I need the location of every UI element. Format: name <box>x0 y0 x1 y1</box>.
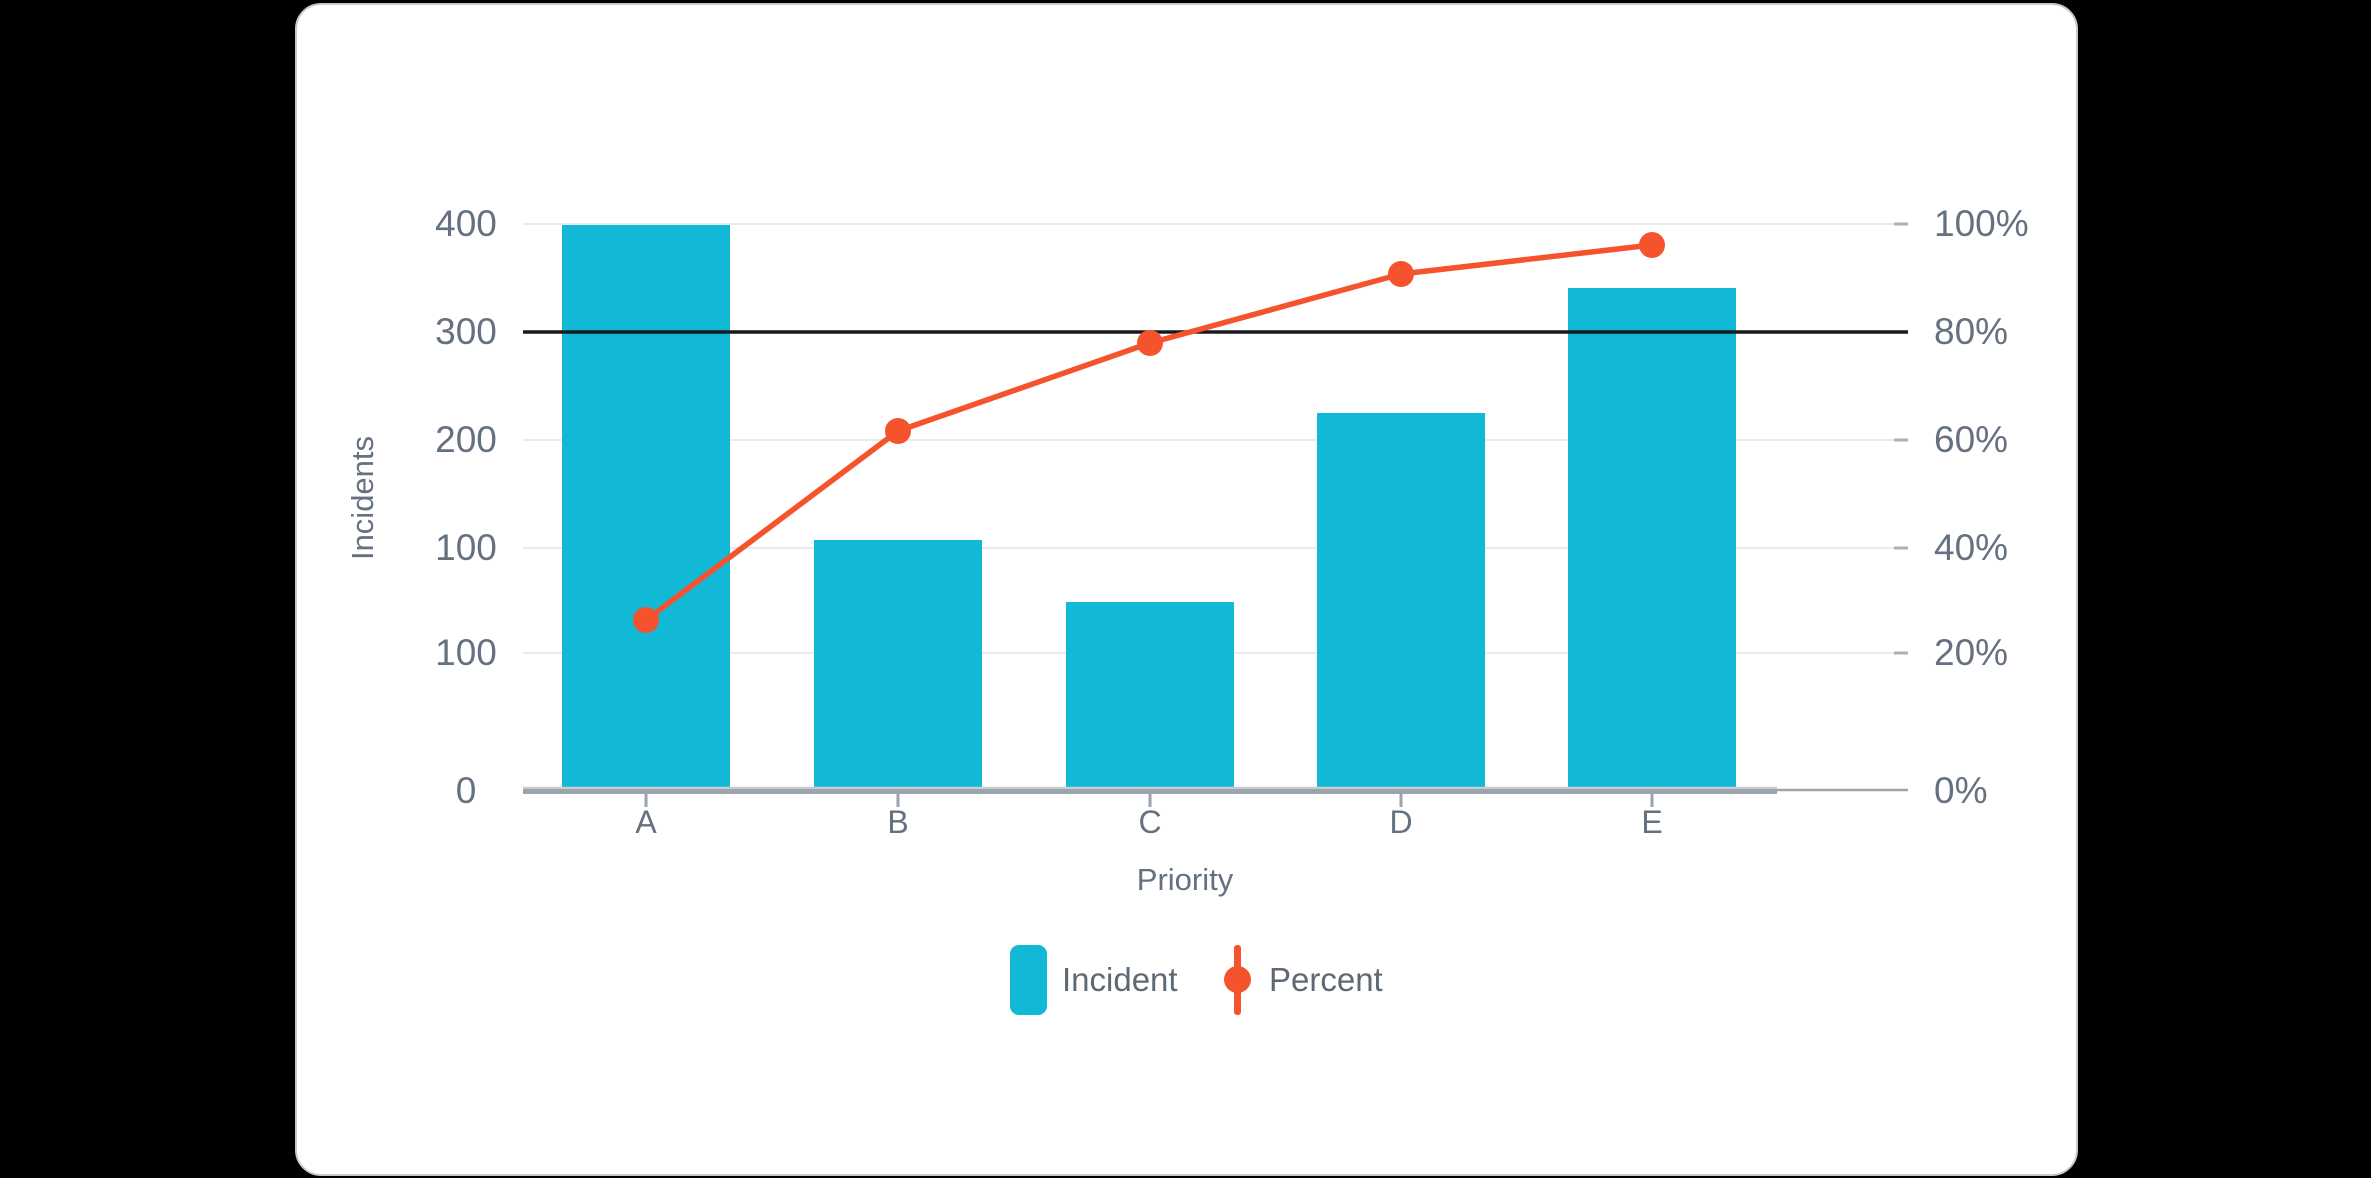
left-axis-tick-label: 100 <box>435 632 497 673</box>
x-axis-title: Priority <box>1136 862 1234 897</box>
percent-point-e <box>1639 232 1665 258</box>
percent-point-d <box>1388 261 1414 287</box>
x-axis-tick-label: B <box>887 804 909 840</box>
bar-c <box>1066 602 1234 790</box>
incident-bar-swatch-icon <box>1010 945 1047 1015</box>
y-axis-title: Incidents <box>345 435 380 561</box>
left-axis-tick-label: 0 <box>455 770 477 811</box>
percent-point-b <box>885 418 911 444</box>
right-axis-tick-label: 20% <box>1934 632 2009 673</box>
bar-d <box>1317 413 1485 790</box>
percent-line <box>643 242 1655 623</box>
right-axis-tick-label: 0% <box>1934 770 1988 811</box>
right-axis-tick-label: 100% <box>1934 203 2029 244</box>
right-axis-tick-label: 40% <box>1934 527 2009 568</box>
percent-line-dot-icon <box>1224 945 1252 1015</box>
left-axis-tick-label: 300 <box>435 311 497 352</box>
x-axis-tick-label: C <box>1138 804 1162 840</box>
left-axis-tick-label: 100 <box>435 527 497 568</box>
bar-a <box>562 225 730 790</box>
bar-e <box>1568 288 1736 790</box>
percent-point-a <box>633 607 659 633</box>
x-axis-tick-label: E <box>1641 804 1663 840</box>
left-axis-tick-label: 400 <box>435 203 497 244</box>
right-axis-tick-label: 60% <box>1934 419 2009 460</box>
x-axis-tick-label: A <box>635 804 657 840</box>
percent-point-c <box>1137 330 1163 356</box>
legend-item-percent[interactable]: Percent <box>1224 945 1383 1015</box>
left-axis-tick-label: 200 <box>435 419 497 460</box>
legend-label: Incident <box>1062 961 1178 998</box>
x-axis-tick-label: D <box>1389 804 1413 840</box>
legend-label: Percent <box>1269 961 1383 998</box>
right-axis-tick-label: 80% <box>1934 311 2009 352</box>
legend-item-incident[interactable]: Incident <box>1010 945 1178 1015</box>
bar-b <box>814 540 982 790</box>
